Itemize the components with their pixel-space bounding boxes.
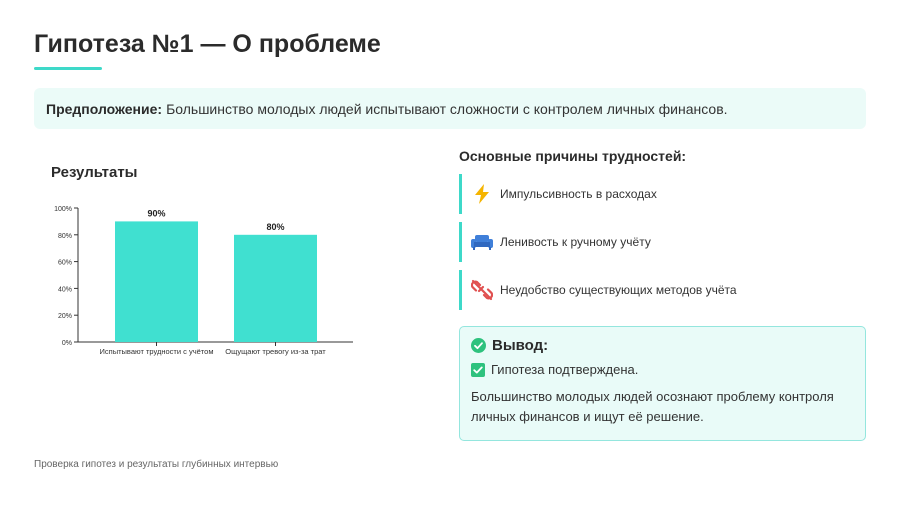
title-underline bbox=[34, 67, 102, 70]
y-tick-label: 40% bbox=[58, 286, 72, 293]
hypothesis-label: Предположение: bbox=[46, 100, 163, 117]
conclusion-box: Вывод: Гипотеза подтверждена. Большинств… bbox=[459, 326, 866, 441]
reason-item-impulsive: Импульсивность в расходах bbox=[459, 174, 866, 214]
reason-item-inconvenient: Неудобство существующих методов учёта bbox=[459, 270, 866, 310]
results-title: Результаты bbox=[51, 164, 138, 181]
conclusion-text: Большинство молодых людей осознают пробл… bbox=[471, 389, 834, 424]
hypothesis-text: Большинство молодых людей испытывают сло… bbox=[166, 100, 728, 117]
reason-item-lazy: Ленивость к ручному учёту bbox=[459, 222, 866, 262]
broken-link-icon bbox=[470, 278, 494, 302]
reason-label: Импульсивность в расходах bbox=[500, 187, 657, 201]
y-tick-label: 100% bbox=[54, 206, 72, 213]
page-title: Гипотеза №1 — О проблеме bbox=[34, 30, 381, 58]
hypothesis-box: Предположение: Большинство молодых людей… bbox=[34, 88, 866, 129]
y-tick-label: 80% bbox=[58, 233, 72, 240]
check-circle-icon bbox=[471, 338, 486, 353]
footer-note: Проверка гипотез и результаты глубинных … bbox=[34, 459, 279, 470]
reason-label: Неудобство существующих методов учёта bbox=[500, 283, 737, 297]
confirm-text: Гипотеза подтверждена. bbox=[491, 362, 639, 377]
couch-icon bbox=[470, 230, 494, 254]
x-tick-label: Испытывают трудности с учётом bbox=[100, 347, 214, 356]
results-bar-chart: 0% 20% 40% 60% 80% 100% 90% Испытывают трудност… bbox=[54, 206, 353, 356]
x-tick-label: Ощущают тревогу из-за трат bbox=[225, 347, 326, 356]
reason-label: Ленивость к ручному учёту bbox=[500, 235, 651, 249]
conclusion-confirm: Гипотеза подтверждена. bbox=[471, 362, 854, 377]
conclusion-header: Вывод: bbox=[471, 337, 854, 354]
lightning-icon bbox=[470, 182, 494, 206]
bar bbox=[234, 234, 317, 342]
bar-data-label: 90% bbox=[147, 208, 165, 218]
y-tick-label: 20% bbox=[58, 313, 72, 320]
y-tick-label: 0% bbox=[62, 340, 72, 347]
checkbox-checked-icon bbox=[471, 362, 485, 377]
conclusion-title: Вывод: bbox=[492, 337, 549, 354]
y-tick-label: 60% bbox=[58, 260, 72, 267]
bar-data-label: 80% bbox=[266, 222, 284, 232]
reasons-title: Основные причины трудностей: bbox=[459, 148, 687, 164]
bar bbox=[115, 221, 198, 342]
